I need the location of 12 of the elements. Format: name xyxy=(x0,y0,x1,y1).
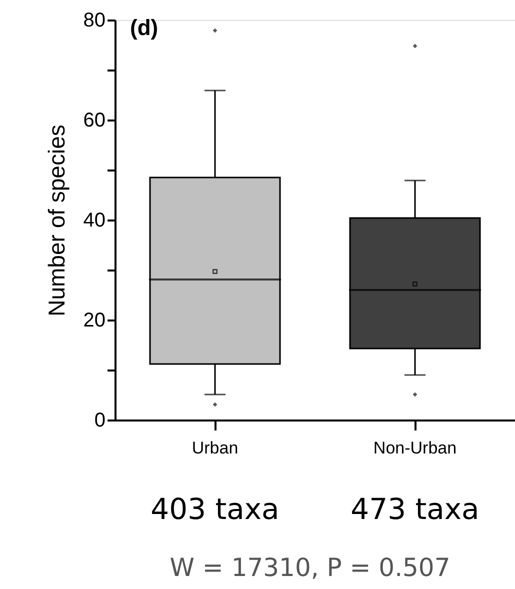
text: 403 taxa xyxy=(150,492,280,526)
x-tick-label: Non-Urban xyxy=(373,438,457,458)
annotation: (d) xyxy=(130,15,158,40)
y-tick-label: 40 xyxy=(83,210,106,232)
y-tick-label: 20 xyxy=(83,310,106,332)
text: 473 taxa xyxy=(350,492,480,526)
y-axis-title: Number of species xyxy=(43,124,70,316)
text: W = 17310, P = 0.507 xyxy=(170,553,450,582)
y-tick-label: 60 xyxy=(83,110,106,132)
y-tick-label: 0 xyxy=(94,410,106,432)
y-tick-label: 80 xyxy=(83,10,106,32)
x-tick-label: Urban xyxy=(192,438,238,458)
